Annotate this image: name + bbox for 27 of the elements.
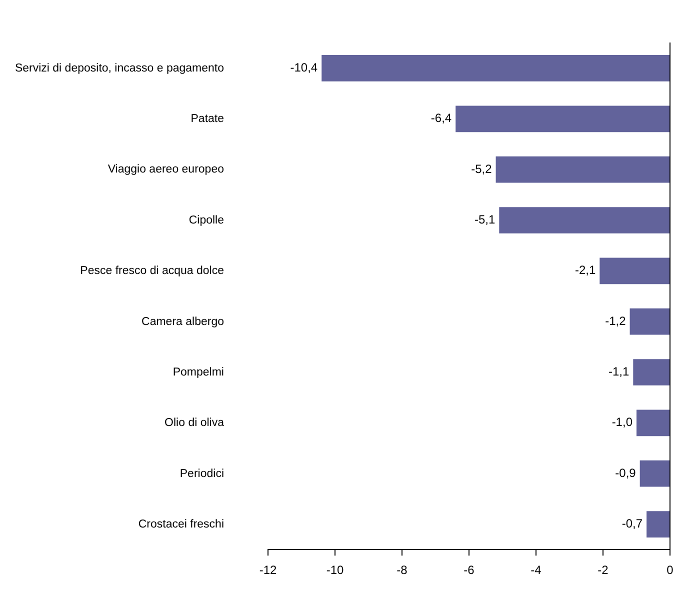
data-label: -10,4 bbox=[290, 60, 318, 75]
data-label: -0,9 bbox=[615, 466, 636, 480]
y-tick-label: Patate bbox=[190, 113, 224, 126]
y-tick-label: Camera albergo bbox=[142, 316, 224, 328]
x-tick-label: -12 bbox=[259, 563, 277, 578]
data-label: -5,1 bbox=[474, 212, 496, 227]
x-tick-label: -2 bbox=[598, 563, 609, 578]
x-tick-label: -8 bbox=[396, 563, 408, 578]
y-tick-label: Cipolle bbox=[188, 214, 224, 226]
data-label: -0,7 bbox=[622, 516, 643, 531]
data-label: -5,2 bbox=[471, 162, 492, 176]
data-label: -1,1 bbox=[608, 364, 630, 379]
x-tick-label: -4 bbox=[530, 563, 542, 578]
x-tick-label: -10 bbox=[326, 563, 344, 578]
y-tick-label: Servizi di deposito, incasso e pagamento bbox=[14, 62, 224, 74]
y-tick-label: Crostacei freschi bbox=[138, 518, 224, 530]
y-tick-label: Periodici bbox=[180, 468, 224, 480]
x-tick-label: 0 bbox=[666, 563, 674, 578]
data-label: -2,1 bbox=[574, 263, 596, 278]
y-tick-label: Olio di oliva bbox=[164, 417, 225, 430]
data-label: -1,2 bbox=[605, 314, 626, 328]
y-tick-label: Viaggio aereo europeo bbox=[108, 164, 224, 176]
data-label: -6,4 bbox=[430, 111, 452, 126]
y-tick-label: Pompelmi bbox=[172, 366, 224, 378]
x-tick-label: -6 bbox=[464, 563, 475, 578]
data-label: -1,0 bbox=[612, 415, 633, 430]
y-tick-label: Pesce fresco di acqua dolce bbox=[80, 265, 224, 278]
